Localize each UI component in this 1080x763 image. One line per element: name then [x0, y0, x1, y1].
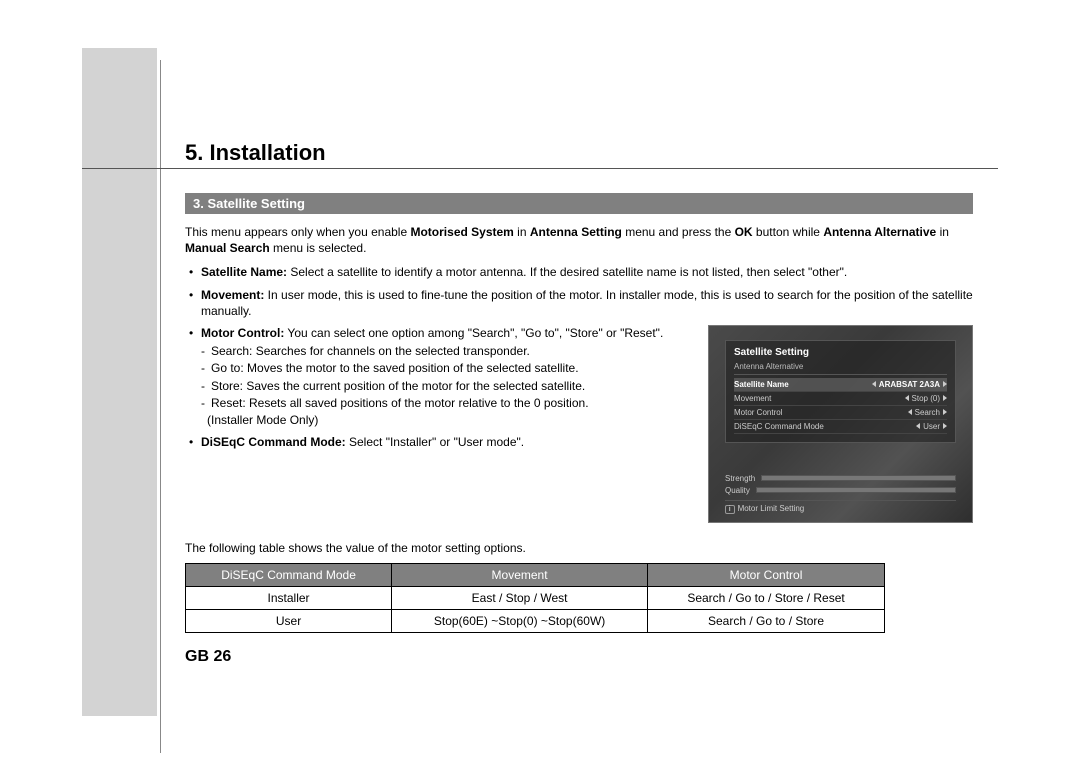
sub-item: Reset: Resets all saved positions of the… — [201, 395, 688, 411]
sub-list: Search: Searches for channels on the sel… — [201, 343, 688, 411]
osd-row-label: Movement — [734, 394, 771, 403]
table-cell: Search / Go to / Store — [648, 609, 885, 632]
installer-note: (Installer Mode Only) — [201, 412, 688, 428]
list-item: Motor Control: You can select one option… — [185, 325, 688, 428]
item-label: DiSEqC Command Mode: — [201, 435, 346, 449]
table-header-cell: DiSEqC Command Mode — [186, 563, 392, 586]
chevron-right-icon — [943, 409, 947, 415]
osd-row-label: DiSEqC Command Mode — [734, 422, 824, 431]
osd-value-text: User — [923, 422, 940, 431]
item-text: You can select one option among "Search"… — [284, 326, 663, 340]
chevron-right-icon — [943, 395, 947, 401]
table-cell: Stop(60E) ~Stop(0) ~Stop(60W) — [392, 609, 648, 632]
table-cell: Search / Go to / Store / Reset — [648, 586, 885, 609]
meter-bar — [761, 475, 956, 481]
osd-value-text: Stop (0) — [912, 394, 940, 403]
intro-bold: Manual Search — [185, 241, 270, 255]
chapter-title: 5. Installation — [185, 140, 326, 166]
chevron-left-icon — [905, 395, 909, 401]
chevron-left-icon — [872, 381, 876, 387]
osd-row-value: Stop (0) — [905, 394, 947, 403]
chevron-left-icon — [916, 423, 920, 429]
osd-rows: Satellite Name ARABSAT 2A3A Movement Stop (… — [734, 378, 947, 434]
item-label: Motor Control: — [201, 326, 284, 340]
table-header-cell: Motor Control — [648, 563, 885, 586]
table-caption: The following table shows the value of t… — [185, 541, 973, 555]
intro-text: menu and press the — [622, 225, 735, 239]
table-row: UserStop(60E) ~Stop(0) ~Stop(60W)Search … — [186, 609, 885, 632]
meter-fill — [757, 488, 955, 492]
osd-row: Satellite Name ARABSAT 2A3A — [734, 378, 947, 392]
osd-row-label: Satellite Name — [734, 380, 789, 389]
table-cell: East / Stop / West — [392, 586, 648, 609]
osd-row-value: Search — [908, 408, 947, 417]
chevron-right-icon — [943, 423, 947, 429]
osd-subtitle: Antenna Alternative — [734, 362, 947, 375]
intro-bold: OK — [735, 225, 753, 239]
osd-footer-key: i — [725, 505, 735, 514]
sub-item: Store: Saves the current position of the… — [201, 378, 688, 394]
vertical-rule — [160, 60, 161, 753]
osd-footer-text: Motor Limit Setting — [738, 504, 805, 513]
item-label: Satellite Name: — [201, 265, 287, 279]
item-label: Movement: — [201, 288, 264, 302]
osd-quality-meter: Quality — [725, 486, 956, 495]
osd-row-value: ARABSAT 2A3A — [872, 380, 947, 389]
meter-label: Quality — [725, 486, 750, 495]
right-column: Satellite Setting Antenna Alternative Sa… — [708, 325, 973, 523]
intro-text: This menu appears only when you enable — [185, 225, 410, 239]
table-header-row: DiSEqC Command ModeMovementMotor Control — [186, 563, 885, 586]
osd-title: Satellite Setting — [734, 347, 947, 358]
horizontal-rule — [82, 168, 998, 169]
osd-footer: iMotor Limit Setting — [725, 500, 956, 514]
intro-text: menu is selected. — [270, 241, 367, 255]
sub-item: Search: Searches for channels on the sel… — [201, 343, 688, 359]
options-table: DiSEqC Command ModeMovementMotor Control… — [185, 563, 885, 633]
bullet-list: Motor Control: You can select one option… — [185, 325, 688, 450]
bullet-list: Satellite Name: Select a satellite to id… — [185, 264, 973, 319]
meter-label: Strength — [725, 474, 755, 483]
list-item: Satellite Name: Select a satellite to id… — [185, 264, 973, 280]
intro-text: button while — [753, 225, 824, 239]
osd-value-text: ARABSAT 2A3A — [879, 380, 940, 389]
chevron-right-icon — [943, 381, 947, 387]
osd-panel: Satellite Setting Antenna Alternative Sa… — [725, 340, 956, 443]
osd-row: Motor Control Search — [734, 406, 947, 420]
sub-item: Go to: Moves the motor to the saved posi… — [201, 360, 688, 376]
table-header-cell: Movement — [392, 563, 648, 586]
intro-bold: Motorised System — [410, 225, 513, 239]
intro-text: in — [936, 225, 949, 239]
table-cell: Installer — [186, 586, 392, 609]
page-number: GB 26 — [185, 648, 231, 666]
osd-row: DiSEqC Command Mode User — [734, 420, 947, 434]
osd-row-value: User — [916, 422, 947, 431]
item-text: Select a satellite to identify a motor a… — [287, 265, 847, 279]
item-text: In user mode, this is used to fine-tune … — [201, 288, 973, 318]
intro-bold: Antenna Setting — [530, 225, 622, 239]
list-item: DiSEqC Command Mode: Select "Installer" … — [185, 434, 688, 450]
table-cell: User — [186, 609, 392, 632]
item-text: Select "Installer" or "User mode". — [346, 435, 524, 449]
two-column-row: Motor Control: You can select one option… — [185, 325, 973, 523]
section-heading-bar: 3. Satellite Setting — [185, 193, 973, 214]
osd-strength-meter: Strength — [725, 474, 956, 483]
chevron-left-icon — [908, 409, 912, 415]
table-body: InstallerEast / Stop / WestSearch / Go t… — [186, 586, 885, 632]
osd-value-text: Search — [915, 408, 940, 417]
meter-fill — [762, 476, 955, 480]
intro-bold: Antenna Alternative — [823, 225, 936, 239]
intro-text: in — [514, 225, 530, 239]
osd-screenshot: Satellite Setting Antenna Alternative Sa… — [708, 325, 973, 523]
left-column: Motor Control: You can select one option… — [185, 325, 688, 523]
content-area: 3. Satellite Setting This menu appears o… — [185, 193, 973, 633]
osd-row: Movement Stop (0) — [734, 392, 947, 406]
list-item: Movement: In user mode, this is used to … — [185, 287, 973, 319]
intro-paragraph: This menu appears only when you enable M… — [185, 224, 973, 256]
table-row: InstallerEast / Stop / WestSearch / Go t… — [186, 586, 885, 609]
osd-row-label: Motor Control — [734, 408, 782, 417]
meter-bar — [756, 487, 956, 493]
